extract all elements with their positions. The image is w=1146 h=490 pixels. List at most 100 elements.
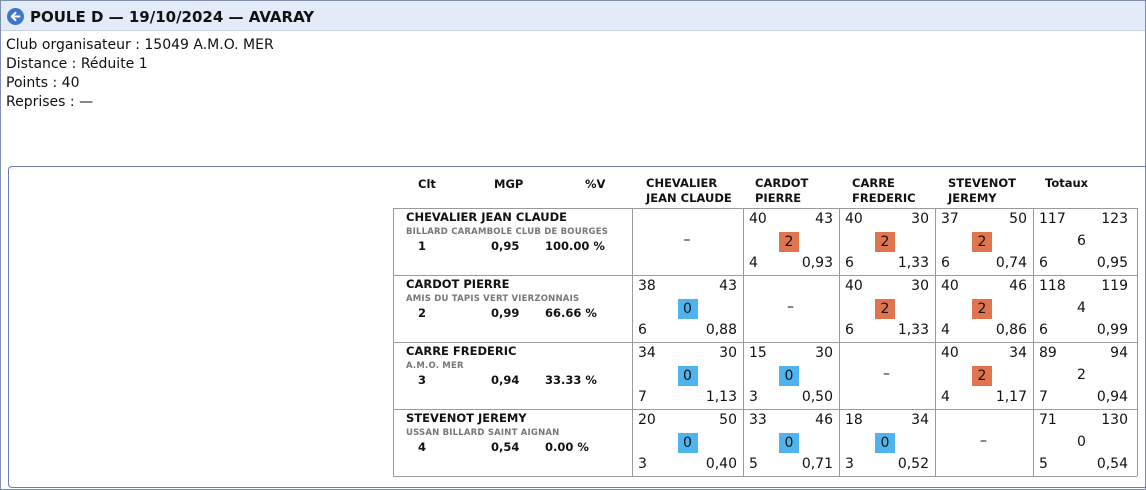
grid-line <box>1137 208 1138 476</box>
match-average: 1,33 <box>897 255 929 271</box>
reprises: Reprises : — <box>6 94 94 110</box>
grid-line <box>393 275 1137 276</box>
total-score: 2 <box>1077 367 1086 383</box>
match-score-badge: 2 <box>972 232 992 252</box>
total-opponent-points: 94 <box>1110 345 1128 361</box>
match-points: 40 <box>845 211 863 227</box>
total-points: 89 <box>1039 345 1057 361</box>
empty-cell-dash: – <box>980 433 987 449</box>
header-col-2: CARDOT PIERRE <box>755 176 809 205</box>
match-points: 38 <box>638 278 656 294</box>
total-points: 118 <box>1039 278 1066 294</box>
total-average: 0,95 <box>1096 255 1128 271</box>
match-reprises: 4 <box>749 255 758 271</box>
match-points: 34 <box>638 345 656 361</box>
total-opponent-points: 123 <box>1101 211 1128 227</box>
header-pv: %V <box>585 177 606 191</box>
results-panel <box>8 166 1146 488</box>
grid-line <box>393 208 1137 209</box>
grid-line <box>1033 208 1034 476</box>
total-reprises: 7 <box>1039 389 1048 405</box>
match-opponent-points: 46 <box>815 412 833 428</box>
grid-line <box>393 342 1137 343</box>
match-reprises: 3 <box>638 456 647 472</box>
match-average: 1,17 <box>995 389 1027 405</box>
match-points: 40 <box>941 345 959 361</box>
match-average: 0,74 <box>995 255 1027 271</box>
match-average: 0,50 <box>801 389 833 405</box>
match-opponent-points: 43 <box>815 211 833 227</box>
match-opponent-points: 30 <box>719 345 737 361</box>
total-score: 0 <box>1077 434 1086 450</box>
match-score-badge: 2 <box>875 299 895 319</box>
match-reprises: 3 <box>749 389 758 405</box>
match-score-badge: 0 <box>677 433 698 453</box>
total-average: 0,94 <box>1096 389 1128 405</box>
match-score-badge: 2 <box>972 366 992 386</box>
match-reprises: 6 <box>941 255 950 271</box>
player-rank: 4 <box>418 440 427 454</box>
match-score-badge: 0 <box>875 433 895 453</box>
match-reprises: 4 <box>941 389 950 405</box>
match-reprises: 6 <box>845 322 854 338</box>
match-average: 0,86 <box>995 322 1027 338</box>
match-score-badge: 0 <box>677 366 698 386</box>
player-mgp: 0,94 <box>491 373 520 387</box>
match-reprises: 6 <box>845 255 854 271</box>
player-name: CHEVALIER JEAN CLAUDE <box>406 210 567 224</box>
total-reprises: 6 <box>1039 322 1048 338</box>
grid-line <box>393 409 1137 410</box>
total-reprises: 6 <box>1039 255 1048 271</box>
total-points: 117 <box>1039 211 1066 227</box>
match-points: 37 <box>941 211 959 227</box>
match-opponent-points: 30 <box>911 211 929 227</box>
match-score-badge: 2 <box>875 232 895 252</box>
match-score-badge: 2 <box>972 299 992 319</box>
player-pv: 100.00 % <box>545 239 605 253</box>
header-col-1: CHEVALIER JEAN CLAUDE <box>646 176 732 205</box>
total-points: 71 <box>1039 412 1057 428</box>
grid-line <box>632 208 633 476</box>
match-score-badge: 2 <box>779 232 799 252</box>
match-points: 40 <box>941 278 959 294</box>
player-rank: 2 <box>418 306 427 320</box>
player-club: AMIS DU TAPIS VERT VIERZONNAIS <box>406 294 580 304</box>
header-col-4: STEVENOT JEREMY <box>948 176 1016 205</box>
match-points: 40 <box>749 211 767 227</box>
match-opponent-points: 43 <box>719 278 737 294</box>
player-name: CARRE FREDERIC <box>406 344 517 358</box>
page-title: POULE D — 19/10/2024 — AVARAY <box>30 8 315 26</box>
match-average: 0,71 <box>801 456 833 472</box>
match-reprises: 6 <box>638 322 647 338</box>
match-reprises: 7 <box>638 389 647 405</box>
match-opponent-points: 34 <box>911 412 929 428</box>
back-arrow-icon[interactable] <box>7 8 24 25</box>
player-mgp: 0,95 <box>491 239 520 253</box>
player-pv: 66.66 % <box>545 306 597 320</box>
match-opponent-points: 30 <box>911 278 929 294</box>
total-score: 4 <box>1077 300 1086 316</box>
total-average: 0,54 <box>1096 456 1128 472</box>
match-score-badge: 0 <box>677 299 698 319</box>
match-points: 18 <box>845 412 863 428</box>
club-organisateur: Club organisateur : 15049 A.M.O. MER <box>6 37 274 53</box>
player-pv: 0.00 % <box>545 440 589 454</box>
match-opponent-points: 50 <box>719 412 737 428</box>
header-col-3: CARRE FREDERIC <box>852 176 916 205</box>
match-average: 0,52 <box>897 456 929 472</box>
player-name: STEVENOT JEREMY <box>406 411 527 425</box>
player-rank: 3 <box>418 373 427 387</box>
match-points: 20 <box>638 412 656 428</box>
match-average: 1,13 <box>705 389 737 405</box>
player-mgp: 0,54 <box>491 440 520 454</box>
match-score-badge: 0 <box>779 366 799 386</box>
match-reprises: 5 <box>749 456 758 472</box>
match-opponent-points: 46 <box>1009 278 1027 294</box>
match-average: 0,40 <box>705 456 737 472</box>
match-average: 1,33 <box>897 322 929 338</box>
player-club: A.M.O. MER <box>406 361 464 371</box>
player-mgp: 0,99 <box>491 306 520 320</box>
player-club: USSAN BILLARD SAINT AIGNAN <box>406 428 560 438</box>
title-bar: POULE D — 19/10/2024 — AVARAY <box>1 1 1145 31</box>
grid-line <box>839 208 840 476</box>
